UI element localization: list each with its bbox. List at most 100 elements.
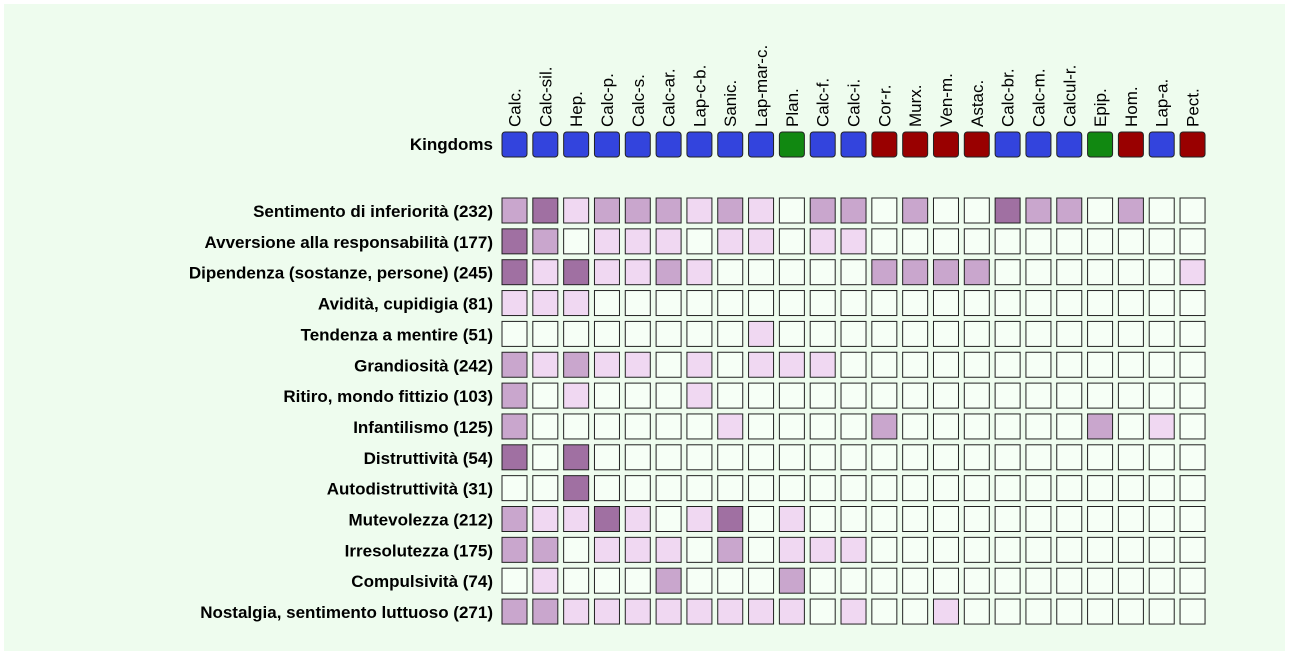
- cell: [501, 536, 528, 563]
- cell: [748, 506, 775, 532]
- cell: [902, 351, 929, 378]
- cell: [932, 444, 959, 471]
- cell: [1148, 536, 1175, 563]
- cell: [1087, 536, 1114, 563]
- cell: [1025, 413, 1052, 440]
- cell: [994, 351, 1021, 378]
- cell: [902, 444, 929, 471]
- cell: [871, 351, 898, 378]
- cell: [963, 413, 990, 440]
- cell: [563, 351, 590, 378]
- cell: [1117, 413, 1144, 440]
- cell: [840, 536, 867, 563]
- cell: [840, 259, 867, 286]
- row-label: Autodistruttività (31): [327, 480, 493, 499]
- cell: [1056, 413, 1083, 440]
- cell: [1087, 228, 1114, 255]
- cell: [1025, 536, 1052, 563]
- cell: [840, 320, 867, 347]
- cell: [1056, 320, 1083, 347]
- cell: [963, 259, 990, 286]
- cell: [1025, 567, 1052, 594]
- cell: [932, 382, 959, 409]
- cell: [1148, 506, 1175, 532]
- cell: [563, 382, 590, 409]
- cell: [593, 413, 620, 440]
- kingdom-cell: [717, 131, 744, 158]
- cell: [748, 351, 775, 378]
- cell: [1025, 382, 1052, 409]
- cell: [994, 444, 1021, 471]
- cell: [932, 197, 959, 224]
- cell: [840, 444, 867, 471]
- column-label: Calc-f.: [814, 78, 833, 127]
- cell: [932, 598, 959, 625]
- cell: [1056, 536, 1083, 563]
- cell: [778, 320, 805, 347]
- cell: [1056, 290, 1083, 317]
- cell: [563, 197, 590, 224]
- cell: [1179, 536, 1206, 563]
- cell: [871, 290, 898, 317]
- cell: [994, 567, 1021, 594]
- column-label: Calc-m.: [1029, 68, 1048, 127]
- cell: [1117, 228, 1144, 255]
- kingdom-cell: [1087, 131, 1114, 158]
- cell: [655, 413, 682, 440]
- row-label: Ritiro, mondo fittizio (103): [283, 387, 493, 406]
- cell: [1056, 475, 1083, 502]
- cell: [1179, 413, 1206, 440]
- cell: [563, 290, 590, 317]
- cell: [748, 567, 775, 594]
- cell: [655, 475, 682, 502]
- cell: [624, 320, 651, 347]
- cell: [1117, 351, 1144, 378]
- column-label: Lap-c-b.: [690, 65, 709, 127]
- column-label: Calc-ar.: [660, 68, 679, 127]
- cell: [717, 197, 744, 224]
- cell: [809, 444, 836, 471]
- cell: [1025, 259, 1052, 286]
- cell: [1025, 506, 1052, 532]
- cell: [1087, 290, 1114, 317]
- cell: [1087, 444, 1114, 471]
- cell: [902, 475, 929, 502]
- cell: [1087, 598, 1114, 625]
- cell: [686, 382, 713, 409]
- cell: [1148, 413, 1175, 440]
- cell: [686, 536, 713, 563]
- cell: [963, 228, 990, 255]
- cell: [624, 567, 651, 594]
- cell: [686, 259, 713, 286]
- cell: [1179, 259, 1206, 286]
- cell: [1117, 506, 1144, 532]
- cell: [778, 228, 805, 255]
- cell: [840, 598, 867, 625]
- cell: [748, 598, 775, 625]
- cell: [717, 536, 744, 563]
- cell: [501, 290, 528, 317]
- kingdom-cell: [1025, 131, 1052, 158]
- cell: [840, 351, 867, 378]
- cell: [686, 413, 713, 440]
- cell: [1179, 290, 1206, 317]
- cell: [748, 475, 775, 502]
- cell: [717, 506, 744, 532]
- column-label: Epip.: [1091, 88, 1110, 127]
- cell: [902, 382, 929, 409]
- cell: [1056, 506, 1083, 532]
- cell: [1025, 475, 1052, 502]
- cell: [963, 536, 990, 563]
- cell: [902, 197, 929, 224]
- kingdom-cell: [994, 131, 1021, 158]
- cell: [932, 320, 959, 347]
- cell: [748, 536, 775, 563]
- cell: [1025, 598, 1052, 625]
- cell: [871, 506, 898, 532]
- kingdom-cell: [809, 131, 836, 158]
- column-label: Lap-a.: [1153, 79, 1172, 127]
- kingdom-cell: [1148, 131, 1175, 158]
- cell: [624, 413, 651, 440]
- cell: [1087, 259, 1114, 286]
- cell: [902, 290, 929, 317]
